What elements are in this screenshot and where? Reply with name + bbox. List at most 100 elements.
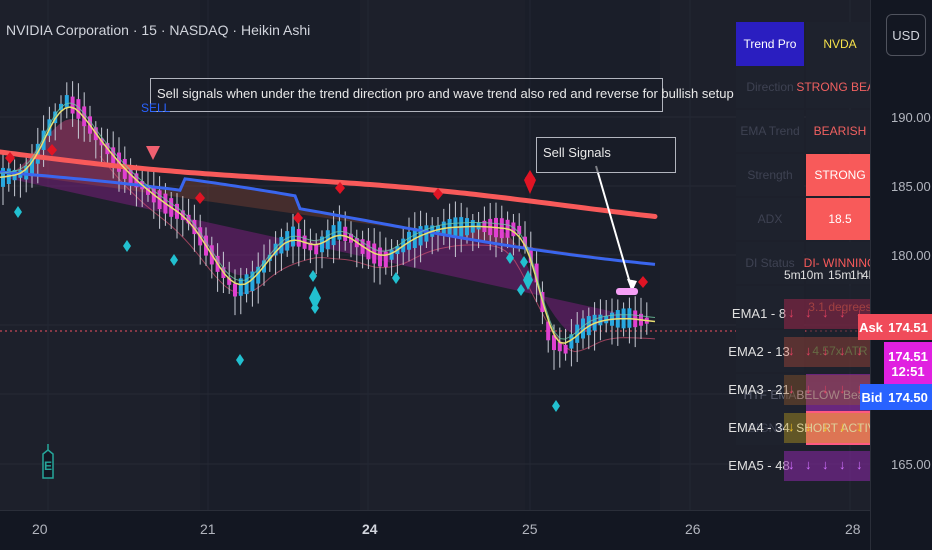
- ema-trend-down-icon: ↓: [805, 381, 812, 396]
- buy-signal-diamond: [170, 254, 178, 266]
- ema-trend-down-icon: ↓: [805, 419, 812, 434]
- timeframe-label-1: 10m: [800, 268, 824, 282]
- ema-row-band-1: [784, 337, 874, 367]
- ema-trend-down-icon: ↓: [839, 381, 846, 396]
- ema-trend-table: EMA1 - 8 ↓ ↓ ↓ ↓ ↓ EMA2 - 13 ↓ ↓ ↓ ↓ ↓ EMA3 - 21 ↓ ↓ ↓ ↓…: [728, 297, 874, 481]
- ema-mid-line: [0, 170, 656, 266]
- candle-body: [337, 221, 342, 240]
- time-tick-25: 25: [522, 521, 538, 537]
- ema-trend-down-icon: ↓: [856, 457, 863, 472]
- ema-row-label-4: EMA5 - 48: [728, 457, 790, 473]
- buy-signal-diamond: [552, 400, 560, 412]
- ema-trend-down-icon: ↓: [788, 419, 795, 434]
- ema-row-band-2: [784, 375, 874, 405]
- candle-body: [227, 277, 232, 285]
- ema-row-label-2: EMA3 - 21: [728, 381, 790, 397]
- candle-body: [378, 247, 382, 267]
- ema-fast-line: [0, 106, 656, 344]
- buy-signal-diamond: [236, 354, 244, 366]
- candle-body: [53, 111, 58, 124]
- earnings-event-marker[interactable]: E: [40, 444, 56, 480]
- candle-body: [552, 335, 556, 351]
- trend-pro-dashboard: Trend Pro NVDA Direction STRONG BEAR EMA Tre…: [736, 20, 884, 492]
- price-tick-165: 165.00: [891, 457, 931, 472]
- candle-body: [575, 324, 580, 343]
- ema-trend-down-icon: ↓: [839, 305, 846, 320]
- candle-body: [598, 314, 603, 326]
- wave-cloud: [0, 119, 655, 334]
- ask-price-badge: 174.51: [884, 314, 932, 340]
- candle-body: [383, 251, 388, 268]
- sell-signal-triangle: [146, 146, 160, 160]
- candle-body: [511, 222, 516, 237]
- candle-body: [244, 274, 249, 295]
- bid-price-badge: 174.50: [884, 384, 932, 410]
- dashboard-row-label-7: HTF EMA: [736, 374, 804, 416]
- annotation-arrow-line: [595, 165, 633, 291]
- candle-body: [389, 249, 394, 260]
- candle-body: [233, 283, 237, 297]
- dashboard-row-value-2: STRONG: [806, 154, 874, 196]
- buy-signal-large-diamond: [309, 286, 321, 310]
- dashboard-row-value-1: BEARISH: [806, 110, 874, 152]
- candle-body: [76, 99, 81, 119]
- candle-body: [30, 158, 34, 177]
- dashboard-row-label-1: EMA Trend: [736, 110, 804, 152]
- candle-body: [70, 96, 75, 114]
- buy-signal-diamond: [520, 256, 528, 268]
- buy-signal-diamond: [309, 270, 317, 282]
- ema-trend-down-icon: ↓: [805, 457, 812, 472]
- ema-trend-down-icon: ↓: [822, 419, 829, 434]
- candle-body: [273, 243, 278, 256]
- chart-title[interactable]: NVIDIA Corporation · 15 · NASDAQ · Heiki…: [6, 22, 311, 38]
- price-tick-180: 180.00: [891, 248, 931, 263]
- candle-body: [436, 225, 440, 233]
- time-axis[interactable]: 20 21 24 25 26 28: [0, 510, 870, 550]
- candle-body: [256, 266, 261, 284]
- time-tick-20: 20: [32, 521, 48, 537]
- currency-button[interactable]: USD: [886, 14, 926, 56]
- ema-trend-down-icon: ↓: [822, 457, 829, 472]
- candle-body: [407, 231, 411, 250]
- ema-trend-down-icon: ↓: [788, 343, 795, 358]
- ema-slow-line: [0, 149, 658, 219]
- bid-label-badge: Bid: [860, 384, 884, 410]
- ema-trend-down-icon: ↓: [856, 381, 863, 396]
- price-scale[interactable]: 190.00 185.00 180.00 165.00: [870, 0, 932, 550]
- dashboard-row-value-3: 18.5: [806, 198, 874, 240]
- timeframe-header: 5m 10m 15m 1h 4h: [784, 268, 875, 284]
- bar-countdown: 12:51: [891, 364, 925, 379]
- ema-trend-down-icon: ↓: [856, 343, 863, 358]
- annotation-note-main[interactable]: Sell signals when under the trend direct…: [150, 78, 734, 112]
- dashboard-row-label-4: DI Status: [736, 242, 804, 284]
- ema-trend-down-icon: ↓: [839, 343, 846, 358]
- earnings-marker-label: E: [44, 459, 53, 473]
- candle-body: [314, 243, 319, 255]
- candle-body: [581, 318, 585, 339]
- timeframe-label-3: 1h: [850, 268, 864, 282]
- ema-trend-down-icon: ↓: [788, 305, 795, 320]
- candle-body: [250, 271, 255, 292]
- sell-signal-diamond: [293, 212, 303, 224]
- ema-row-band-3: [784, 413, 874, 443]
- price-tick-185: 185.00: [891, 179, 931, 194]
- dashboard-row-label-0: Direction: [736, 66, 804, 108]
- dashboard-header-left: Trend Pro: [736, 22, 804, 66]
- buy-signal-diamond: [14, 206, 22, 218]
- annotation-note-sell-signals[interactable]: Sell Signals: [536, 137, 676, 173]
- ema-trend-down-icon: ↓: [839, 419, 846, 434]
- dashboard-row-label-8: SIGNAL: [736, 411, 804, 445]
- ema-row-label-0: EMA1 - 8: [731, 305, 787, 321]
- time-tick-21: 21: [200, 521, 216, 537]
- candle-body: [546, 321, 551, 341]
- ema-trend-down-icon: ↓: [822, 381, 829, 396]
- highlight-marker: [616, 288, 638, 295]
- candle-body: [517, 225, 522, 234]
- ema-trend-down-icon: ↓: [788, 381, 795, 396]
- ema-trend-down-icon: ↓: [856, 419, 863, 434]
- buy-signal-diamond: [123, 240, 131, 252]
- last-price-badge: 174.51 12:51: [884, 342, 932, 386]
- buy-signal-diamond: [517, 284, 525, 296]
- candle-body: [308, 242, 313, 251]
